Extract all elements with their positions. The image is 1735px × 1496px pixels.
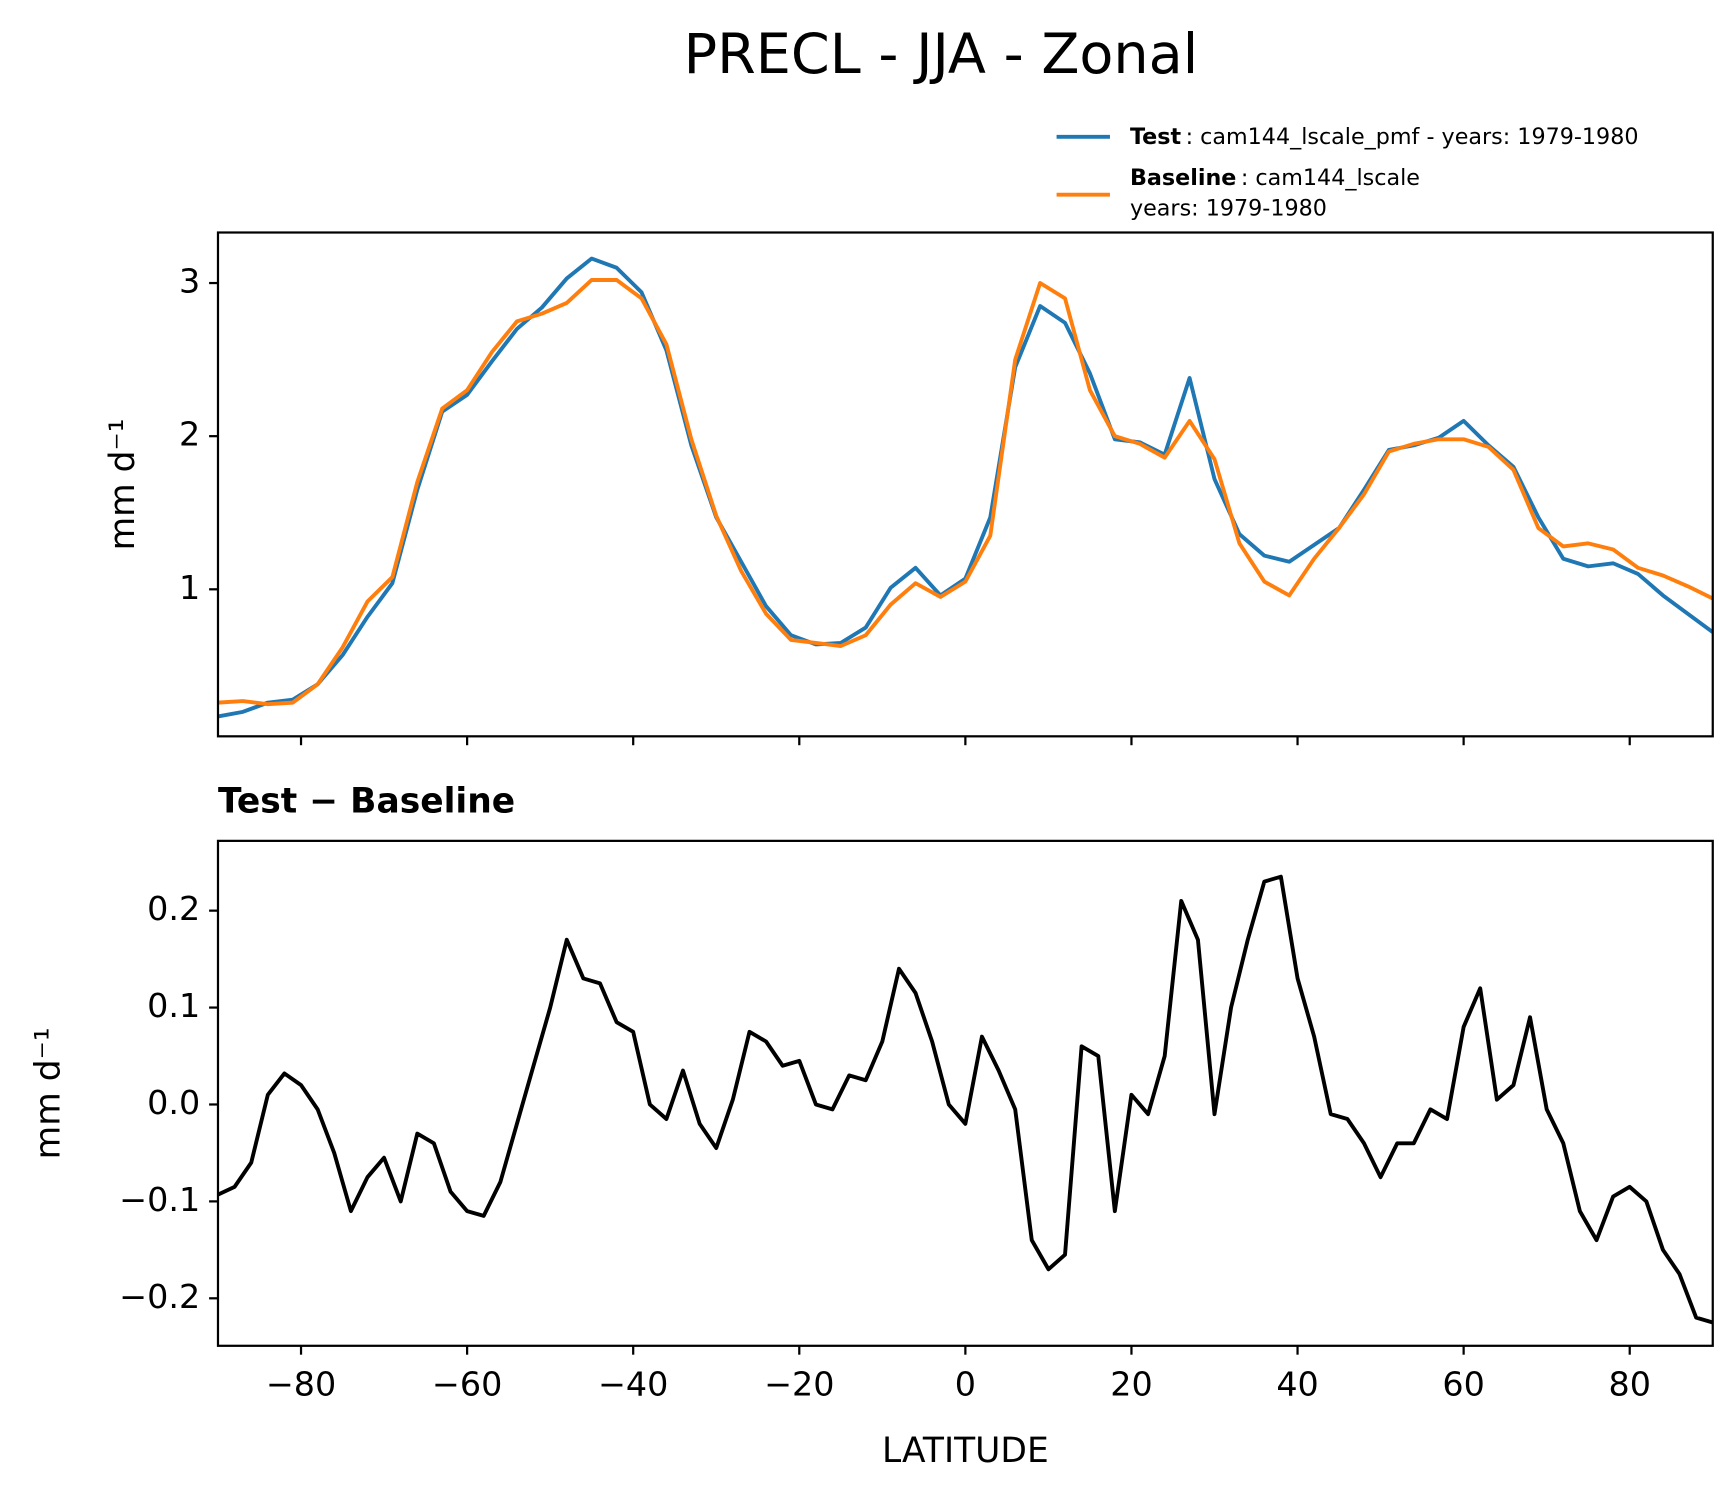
y-tick-label: 0.2	[147, 889, 200, 928]
y-tick-label: 0.1	[147, 986, 200, 1025]
y-tick-label: −0.2	[119, 1277, 200, 1316]
x-axis-label: LATITUDE	[882, 1431, 1049, 1471]
legend-name: Baseline	[1130, 165, 1236, 191]
x-tick-label: −40	[598, 1364, 668, 1403]
y-axis-label: mm d⁻¹	[29, 1027, 69, 1159]
x-tick-label: 80	[1608, 1364, 1650, 1403]
x-tick-label: −20	[764, 1364, 834, 1403]
x-tick-label: 20	[1110, 1364, 1152, 1403]
data-line	[217, 256, 1714, 719]
y-tick-label: 0.0	[147, 1083, 200, 1122]
legend-label: Baseline: cam144_lscale	[1130, 165, 1420, 191]
y-tick-label: −0.1	[119, 1180, 200, 1219]
x-tick-label: −60	[432, 1364, 502, 1403]
axes-title: Test − Baseline	[218, 782, 515, 822]
data-line	[217, 278, 1714, 707]
y-axis-label: mm d⁻¹	[103, 418, 143, 550]
legend-text: : cam144_lscale_pmf - years: 1979-1980	[1186, 123, 1639, 149]
axes-frame	[216, 839, 1714, 1347]
axes-frame	[216, 231, 1714, 738]
figure-title: PRECL - JJA - Zonal	[684, 22, 1199, 87]
legend-name: Test	[1130, 123, 1182, 149]
legend-text: : cam144_lscale	[1241, 165, 1420, 191]
x-tick-label: 0	[955, 1364, 976, 1403]
legend-text: years: 1979-1980	[1130, 196, 1327, 222]
x-tick-label: 40	[1276, 1364, 1318, 1403]
y-tick-label: 3	[179, 262, 200, 301]
data-line	[217, 874, 1714, 1325]
x-tick-label: −80	[266, 1364, 336, 1403]
y-tick-label: 2	[179, 415, 200, 454]
y-tick-label: 1	[179, 568, 200, 607]
legend-label: Test: cam144_lscale_pmf - years: 1979-19…	[1130, 123, 1639, 149]
x-tick-label: 60	[1442, 1364, 1484, 1403]
